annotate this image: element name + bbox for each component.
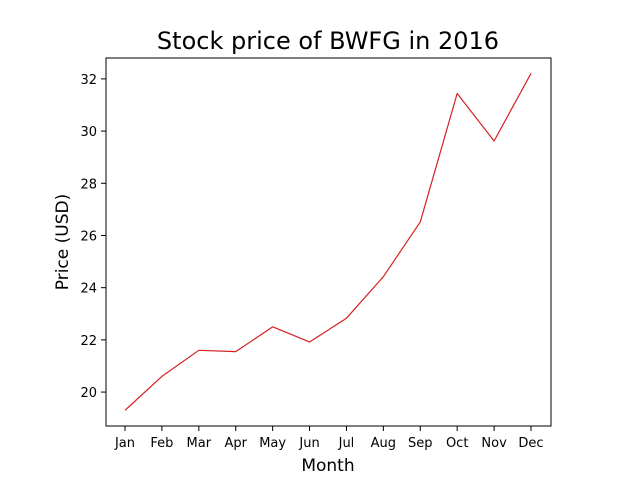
x-tick-label: Feb — [150, 436, 173, 451]
y-axis: 20 22 24 26 28 30 32 — [80, 73, 106, 401]
x-tick-label: Apr — [224, 436, 247, 451]
plot-area-frame — [105, 57, 552, 427]
price-series-line — [124, 73, 532, 411]
y-tick-label: 30 — [80, 125, 97, 140]
x-tick-label: Sep — [408, 436, 433, 451]
chart-title: Stock price of BWFG in 2016 — [157, 27, 499, 55]
y-tick-label: 32 — [80, 73, 97, 88]
series-group — [124, 73, 532, 411]
y-tick-label: 20 — [80, 386, 97, 401]
x-tick-label: Jul — [338, 436, 355, 451]
x-tick-label: Dec — [518, 436, 543, 451]
y-tick-label: 22 — [80, 334, 97, 349]
y-tick-label: 26 — [80, 229, 97, 244]
y-tick-label: 24 — [80, 282, 97, 297]
x-tick-label: Aug — [371, 436, 396, 451]
x-tick-label: Oct — [446, 436, 468, 451]
y-tick-label: 28 — [80, 177, 97, 192]
x-tick-label: Mar — [187, 436, 212, 451]
x-tick-label: Jun — [298, 436, 319, 451]
y-axis-label: Price (USD) — [53, 194, 73, 290]
x-tick-label: May — [259, 436, 286, 451]
x-tick-label: Nov — [481, 436, 507, 451]
x-axis-label: Month — [301, 456, 354, 476]
x-axis: Jan Feb Mar Apr May Jun Jul Aug Sep Oct Nov Dec — [114, 426, 544, 451]
x-tick-label: Jan — [114, 436, 135, 451]
